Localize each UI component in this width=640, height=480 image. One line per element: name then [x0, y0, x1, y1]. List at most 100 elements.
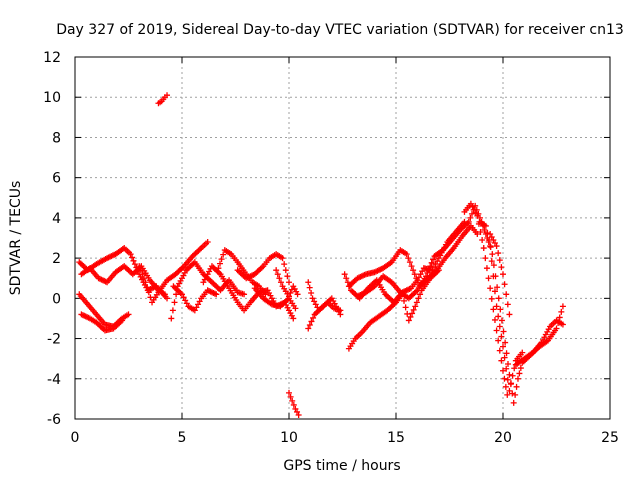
data-point-plus: [500, 343, 506, 350]
data-point-plus: [427, 263, 434, 270]
data-point-plus: [501, 375, 508, 382]
data-point-plus: [311, 298, 318, 305]
data-point-plus: [430, 264, 437, 271]
y-tick-label: 12: [43, 50, 61, 66]
data-point-plus: [490, 306, 497, 313]
data-point-plus: [495, 313, 502, 320]
data-point-plus: [310, 314, 317, 321]
series-track-6: [170, 283, 220, 314]
data-point-plus: [139, 271, 146, 278]
data-point-plus: [504, 301, 511, 308]
data-point-plus: [141, 275, 148, 282]
data-point-plus: [512, 391, 519, 398]
data-point-plus: [501, 281, 508, 288]
data-point-plus: [503, 350, 510, 357]
series-track-21: [461, 200, 511, 398]
series-track-2: [78, 263, 168, 298]
data-point-plus: [502, 339, 509, 346]
data-point-plus: [410, 306, 417, 313]
data-point-plus: [490, 262, 497, 269]
series-track-20: [354, 202, 526, 394]
data-point-plus: [403, 251, 410, 258]
data-point-plus: [284, 273, 291, 280]
data-point-plus: [430, 256, 437, 263]
series-track-3: [76, 291, 132, 330]
data-point-plus: [305, 279, 312, 286]
data-point-plus: [500, 328, 507, 335]
data-point-plus: [513, 383, 520, 390]
data-point-plus: [401, 297, 408, 304]
y-tick-labels: -6 -4 -2 0 2 4 6 8 10 12: [43, 50, 61, 428]
axis-ticks: [74, 56, 611, 420]
y-tick-label: 6: [52, 171, 61, 187]
data-point-plus: [558, 308, 565, 315]
data-point-plus: [480, 245, 487, 252]
x-tick-label: 0: [71, 430, 80, 446]
data-point-plus: [168, 315, 175, 322]
data-point-plus: [292, 305, 299, 312]
data-point-plus: [484, 229, 491, 236]
data-point-plus: [498, 333, 505, 340]
data-point-plus: [193, 304, 200, 311]
grid-lines: [75, 57, 610, 419]
data-point-plus: [276, 275, 283, 282]
data-point-plus: [417, 271, 424, 278]
series-track-24: [487, 230, 513, 318]
data-point-plus: [559, 321, 566, 328]
data-point-plus: [496, 323, 503, 330]
data-point-plus: [130, 257, 137, 264]
data-point-plus: [416, 274, 423, 281]
data-point-plus: [509, 372, 516, 379]
data-point-plus: [290, 401, 297, 408]
data-point-plus: [493, 243, 500, 250]
data-point-plus: [286, 389, 292, 396]
data-point-plus: [216, 260, 223, 267]
series-track-22: [476, 218, 566, 406]
data-point-plus: [479, 237, 486, 244]
y-tick-label: -6: [47, 412, 61, 428]
data-point-plus: [496, 347, 503, 354]
data-point-plus: [273, 267, 280, 274]
data-point-plus: [487, 244, 494, 251]
data-point-plus: [556, 314, 563, 321]
series-track-19: [345, 267, 442, 352]
x-tick-label: 15: [387, 430, 405, 446]
data-point-plus: [500, 271, 506, 278]
y-axis-label: SDTVAR / TECUs: [8, 181, 24, 296]
data-point-plus: [405, 255, 412, 262]
data-point-plus: [519, 349, 526, 356]
data-point-plus: [286, 293, 292, 300]
y-tick-label: 0: [52, 291, 61, 307]
data-point-plus: [467, 200, 474, 207]
data-point-plus: [496, 257, 503, 264]
data-point-plus: [487, 285, 494, 292]
data-point-plus: [173, 291, 180, 298]
data-point-plus: [179, 291, 185, 298]
data-point-plus: [501, 354, 508, 361]
data-point-plus: [419, 268, 426, 275]
chart-title: Day 327 of 2019, Sidereal Day-to-day VTE…: [56, 22, 624, 38]
data-point-plus: [494, 284, 501, 291]
data-point-plus: [287, 289, 294, 296]
data-point-plus: [191, 307, 198, 314]
data-point-plus: [161, 291, 168, 298]
x-tick-label: 10: [280, 430, 298, 446]
data-point-plus: [503, 291, 510, 298]
data-point-plus: [287, 393, 294, 400]
data-point-plus: [408, 263, 415, 270]
y-tick-label: 10: [43, 90, 61, 106]
data-point-plus: [488, 295, 495, 302]
data-point-plus: [274, 271, 281, 278]
series-track-5: [136, 239, 211, 306]
data-point-plus: [183, 300, 190, 307]
data-point-plus: [127, 251, 134, 258]
data-point-plus: [489, 251, 496, 258]
data-point-plus: [477, 228, 484, 235]
data-point-plus: [295, 411, 302, 418]
data-point-plus: [485, 275, 492, 282]
data-point-plus: [504, 391, 511, 398]
data-point-plus: [137, 267, 144, 274]
data-point-plus: [504, 376, 511, 383]
data-point-plus: [309, 295, 316, 302]
data-point-plus: [294, 291, 301, 298]
